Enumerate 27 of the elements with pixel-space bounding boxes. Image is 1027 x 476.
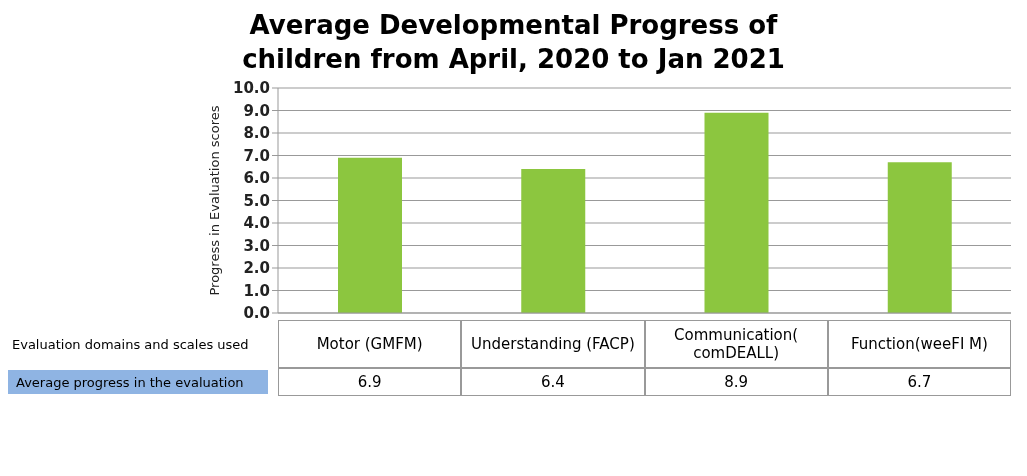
y-tick-label: 0.0 bbox=[243, 304, 270, 323]
y-axis-title: Progress in Evaluation scores bbox=[206, 105, 222, 296]
data-label: 8.9 bbox=[644, 368, 828, 396]
bar bbox=[704, 112, 769, 313]
y-tick-label: 2.0 bbox=[243, 259, 270, 278]
data-label: 6.4 bbox=[461, 368, 645, 396]
bar bbox=[521, 169, 586, 313]
y-tick-label: 5.0 bbox=[243, 191, 270, 210]
x-tick-label: Understanding (FACP) bbox=[461, 320, 645, 368]
data-label: 6.9 bbox=[278, 368, 462, 396]
y-tick-label: 7.0 bbox=[243, 146, 270, 165]
y-tick-label: 1.0 bbox=[243, 281, 270, 300]
y-tick-label: 6.0 bbox=[243, 169, 270, 188]
y-tick-label: 8.0 bbox=[243, 124, 270, 143]
bar bbox=[338, 157, 402, 313]
y-tick-label: 4.0 bbox=[243, 214, 270, 233]
data-label: 6.7 bbox=[827, 368, 1011, 396]
x-tick-label: Motor (GMFM) bbox=[278, 320, 462, 368]
x-tick-label: Communication( comDEALL) bbox=[644, 320, 828, 368]
y-tick-label: 3.0 bbox=[243, 236, 270, 255]
y-tick-label: 10.0 bbox=[232, 79, 270, 98]
chart-title: Average Developmental Progress of children from April, 2020 to Jan 2021 bbox=[241, 9, 786, 76]
x-tick-label: Function(weeFI M) bbox=[827, 320, 1011, 368]
y-tick-label: 9.0 bbox=[243, 101, 270, 120]
text: Average progress in the evaluation bbox=[8, 370, 268, 394]
text: Evaluation domains and scales used bbox=[12, 336, 249, 352]
bar bbox=[887, 162, 952, 313]
